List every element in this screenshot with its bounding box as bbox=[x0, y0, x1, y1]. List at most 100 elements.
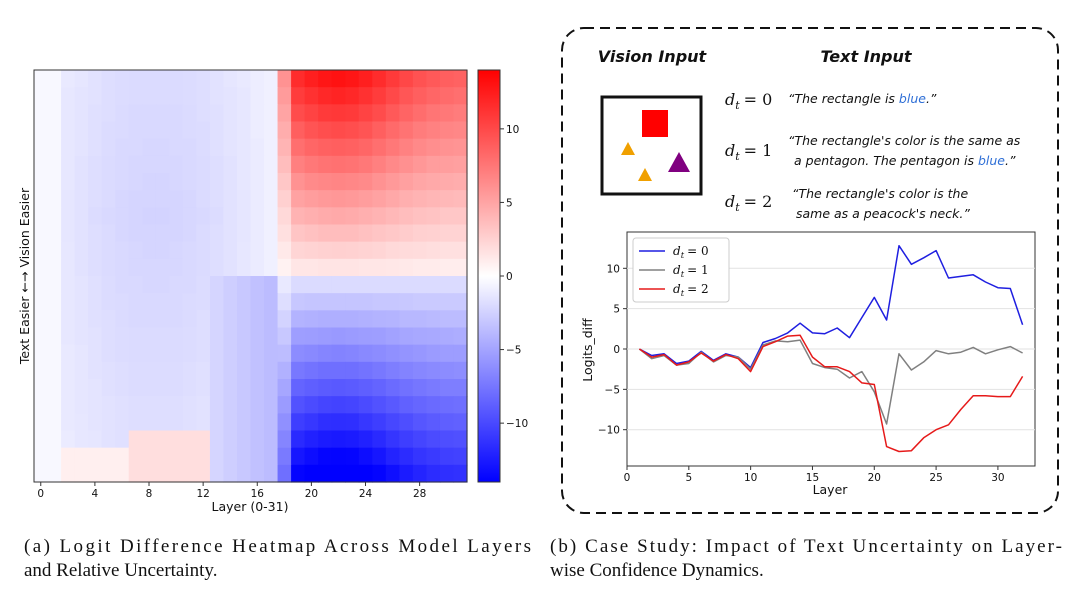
heatmap-cell bbox=[209, 121, 225, 140]
heatmap-cell bbox=[47, 241, 62, 260]
caption-b-line2: wise Confidence Dynamics. bbox=[550, 560, 764, 581]
heatmap-cell bbox=[182, 190, 197, 208]
heatmap-cell bbox=[264, 121, 279, 140]
heatmap-cell bbox=[412, 138, 428, 157]
heatmap-cell bbox=[277, 121, 292, 140]
heatmap-cell bbox=[426, 173, 441, 191]
heatmap-cell bbox=[399, 413, 414, 432]
heatmap-cell bbox=[304, 464, 319, 483]
heatmap-cell bbox=[142, 413, 157, 432]
heatmap-cell bbox=[385, 276, 400, 294]
heatmap-cell bbox=[412, 344, 428, 363]
heatmap-cell bbox=[331, 190, 346, 208]
text-input-2-line1: “The rectangle's color is the bbox=[792, 186, 968, 201]
heatmap-cell bbox=[264, 155, 279, 174]
heatmap-cell bbox=[142, 379, 157, 397]
heatmap-cell bbox=[115, 276, 130, 294]
heatmap-cell bbox=[61, 464, 76, 483]
heatmap-cell bbox=[88, 173, 103, 191]
heatmap-cell bbox=[223, 310, 238, 329]
line-chart-x-tick-label: 25 bbox=[929, 472, 942, 484]
heatmap-cell bbox=[182, 361, 197, 380]
heatmap-cell bbox=[47, 276, 62, 294]
heatmap-cell bbox=[277, 276, 292, 294]
heatmap-cell bbox=[61, 121, 76, 140]
heatmap-cell bbox=[318, 430, 333, 449]
heatmap-cell bbox=[115, 241, 130, 260]
heatmap-cell bbox=[61, 224, 76, 243]
heatmap-cell bbox=[169, 344, 184, 363]
heatmap-cell bbox=[155, 87, 170, 105]
heatmap-cell bbox=[426, 190, 441, 208]
heatmap-cell bbox=[196, 173, 211, 191]
heatmap-cell bbox=[399, 344, 414, 363]
heatmap-cell bbox=[182, 207, 197, 226]
heatmap-cell bbox=[318, 173, 333, 191]
heatmap-cell bbox=[169, 379, 184, 397]
heatmap-cell bbox=[250, 87, 265, 105]
heatmap-cell bbox=[61, 447, 76, 466]
heatmap-cell bbox=[47, 447, 62, 466]
heatmap-cell bbox=[291, 361, 306, 380]
heatmap-cell bbox=[250, 138, 265, 157]
heatmap-cell bbox=[88, 121, 103, 140]
heatmap-cell bbox=[34, 379, 49, 397]
heatmap-cell bbox=[155, 413, 170, 432]
heatmap-cell bbox=[277, 327, 292, 346]
heatmap-cell bbox=[264, 276, 279, 294]
heatmap-cell bbox=[196, 224, 211, 243]
heatmap-cell bbox=[264, 430, 279, 449]
heatmap-cell bbox=[209, 361, 225, 380]
heatmap-cell bbox=[372, 447, 387, 466]
heatmap-cell bbox=[196, 207, 211, 226]
heatmap-cell bbox=[155, 190, 170, 208]
heatmap-cell bbox=[182, 138, 197, 157]
heatmap-cell bbox=[372, 258, 387, 277]
heatmap-cell bbox=[439, 121, 455, 140]
heatmap-cell bbox=[412, 121, 428, 140]
heatmap-cell bbox=[88, 310, 103, 329]
heatmap-cell bbox=[101, 276, 116, 294]
heatmap-cell bbox=[412, 447, 428, 466]
heatmap-cell bbox=[372, 87, 387, 105]
heatmap-cell bbox=[291, 241, 306, 260]
heatmap-cell bbox=[331, 327, 346, 346]
heatmap-cell bbox=[399, 190, 414, 208]
heatmap-cell bbox=[318, 447, 333, 466]
heatmap-cell bbox=[399, 396, 414, 414]
heatmap-cell bbox=[236, 396, 252, 414]
heatmap-cell bbox=[155, 138, 170, 157]
heatmap-cell bbox=[34, 138, 49, 157]
heatmap-cell bbox=[277, 379, 292, 397]
heatmap-cell bbox=[34, 327, 49, 346]
heatmap-cell bbox=[439, 327, 455, 346]
heatmap-cell bbox=[385, 70, 400, 88]
heatmap-cell bbox=[318, 379, 333, 397]
heatmap-cell bbox=[155, 173, 170, 191]
heatmap-cell bbox=[142, 276, 157, 294]
heatmap-cell bbox=[128, 70, 143, 88]
heatmap-cell bbox=[399, 70, 414, 88]
heatmap-cell bbox=[155, 447, 170, 466]
heatmap-cell bbox=[345, 155, 360, 174]
heatmap-cell bbox=[169, 173, 184, 191]
colorbar-tick-label: −10 bbox=[506, 418, 528, 430]
heatmap-cell bbox=[277, 70, 292, 88]
heatmap-cell bbox=[358, 430, 373, 449]
heatmap-cell bbox=[196, 121, 211, 140]
heatmap-cell bbox=[277, 207, 292, 226]
line-chart-x-tick-label: 20 bbox=[868, 472, 881, 484]
heatmap-cell bbox=[236, 361, 252, 380]
heatmap-cell bbox=[88, 293, 103, 311]
heatmap-cell bbox=[34, 155, 49, 174]
heatmap-cell bbox=[101, 447, 116, 466]
heatmap-cell bbox=[196, 241, 211, 260]
heatmap-cell bbox=[264, 173, 279, 191]
heatmap-cell bbox=[412, 430, 428, 449]
heatmap-cell bbox=[142, 293, 157, 311]
heatmap-cell bbox=[304, 173, 319, 191]
heatmap-cell bbox=[331, 344, 346, 363]
heatmap-cell bbox=[169, 258, 184, 277]
heatmap-cell bbox=[358, 258, 373, 277]
